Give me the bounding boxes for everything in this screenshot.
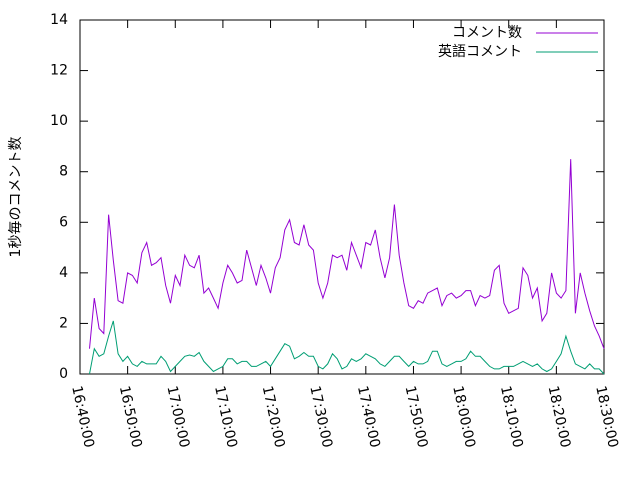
x-tick-label: 18:10:00 bbox=[497, 384, 526, 449]
y-tick-label: 0 bbox=[59, 366, 68, 382]
y-tick-label: 10 bbox=[50, 113, 68, 129]
legend-label: コメント数 bbox=[452, 25, 522, 41]
series-line bbox=[89, 320, 605, 375]
series-line bbox=[89, 159, 605, 349]
y-tick-label: 4 bbox=[59, 265, 68, 281]
y-tick-label: 12 bbox=[50, 63, 68, 79]
x-tick-label: 18:00:00 bbox=[449, 384, 478, 449]
x-tick-label: 16:40:00 bbox=[68, 384, 97, 449]
y-tick-label: 2 bbox=[59, 315, 68, 331]
y-axis-label: 1秒毎のコメント数 bbox=[8, 137, 24, 258]
x-tick-label: 18:30:00 bbox=[592, 384, 621, 449]
x-tick-label: 17:00:00 bbox=[163, 384, 192, 449]
x-tick-label: 17:10:00 bbox=[211, 384, 240, 449]
legend-label: 英語コメント bbox=[438, 43, 522, 60]
x-tick-label: 17:50:00 bbox=[402, 384, 431, 449]
x-tick-label: 18:20:00 bbox=[545, 384, 574, 449]
x-tick-label: 17:20:00 bbox=[259, 384, 288, 449]
y-tick-label: 6 bbox=[59, 214, 68, 230]
x-tick-label: 16:50:00 bbox=[116, 384, 145, 449]
plot-frame bbox=[79, 19, 605, 375]
x-tick-label: 17:30:00 bbox=[306, 384, 335, 449]
y-tick-label: 8 bbox=[59, 164, 68, 180]
y-tick-label: 14 bbox=[50, 12, 68, 28]
x-tick-label: 17:40:00 bbox=[354, 384, 383, 449]
